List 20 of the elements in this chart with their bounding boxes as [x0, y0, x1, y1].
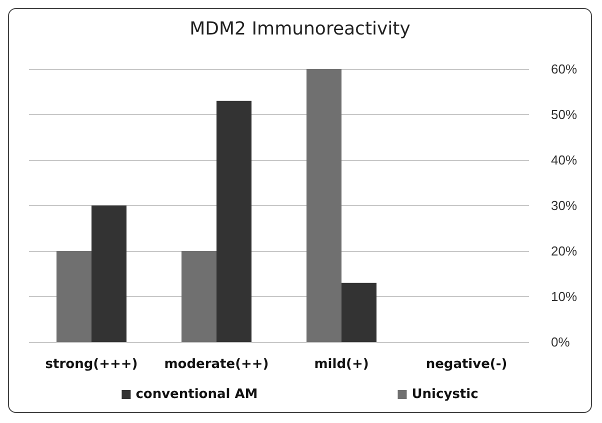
x-tick-label: negative(-) [426, 357, 508, 372]
bar [216, 100, 252, 342]
y-tick-label: 30% [551, 198, 578, 213]
legend-label: conventional AM [136, 387, 258, 402]
y-tick-label: 10% [551, 289, 578, 304]
x-tick-label: mild(+) [314, 357, 369, 372]
x-tick-label: strong(+++) [45, 357, 138, 372]
chart-title: MDM2 Immunoreactivity [190, 18, 411, 40]
y-tick-label: 60% [551, 62, 578, 76]
y-tick-label: 0% [551, 334, 570, 350]
bar [56, 251, 92, 342]
y-tick-label: 20% [551, 244, 578, 258]
bar [182, 251, 216, 342]
legend-label: Unicystic [412, 387, 478, 402]
bar [306, 69, 342, 342]
y-tick-label: 40% [551, 152, 578, 168]
bar [92, 206, 126, 342]
x-tick-label: moderate(++) [164, 357, 269, 372]
bar [342, 282, 376, 342]
y-tick-label: 50% [551, 107, 578, 122]
